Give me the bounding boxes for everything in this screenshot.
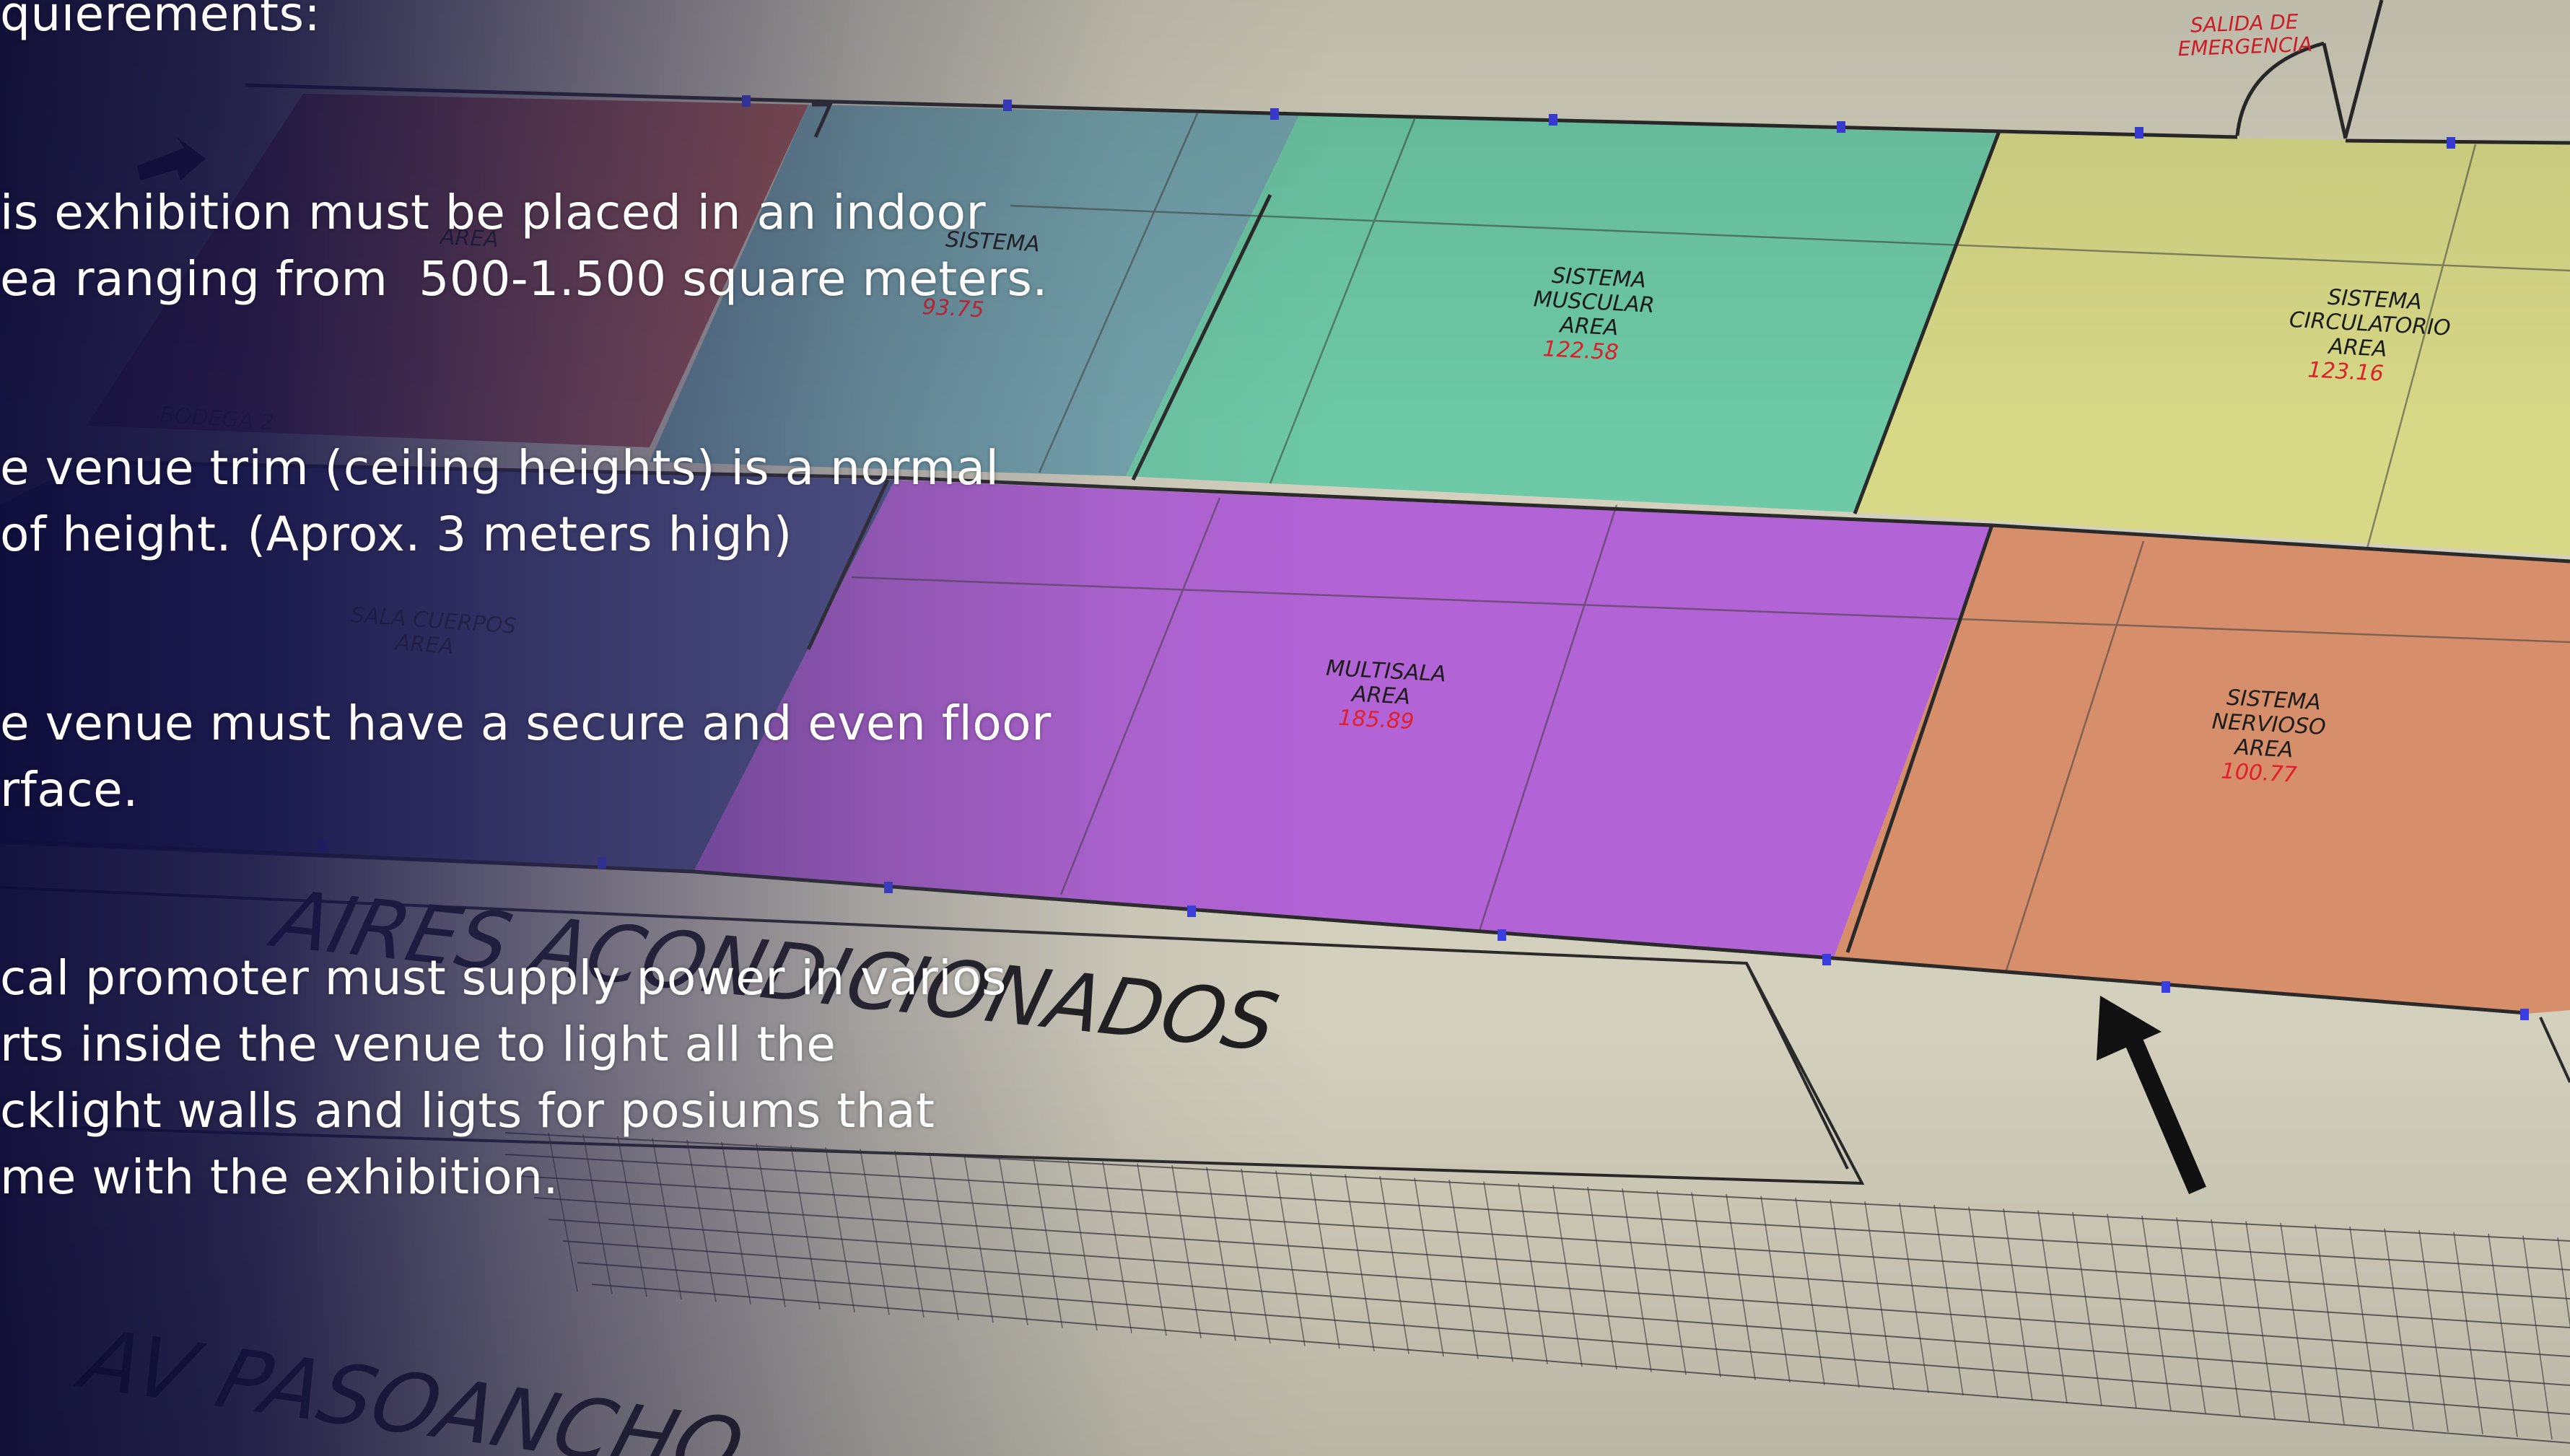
- label-circulatorio-area: 123.16: [2307, 357, 2385, 386]
- label-muscular-line3: AREA: [1558, 312, 1620, 341]
- requirement-4-line-1: cal promoter must supply power in varios: [0, 950, 1007, 1006]
- requirement-1-line-2: ea ranging from 500-1.500 square meters.: [0, 251, 1048, 307]
- requirement-1-line-1: is exhibition must be placed in an indoo…: [0, 185, 987, 240]
- requirement-item-4: cal promoter must supply power in varios…: [0, 945, 1007, 1211]
- label-sala-cuerpos-line2: AREA: [393, 630, 455, 659]
- label-nervioso-area: 100.77: [2221, 758, 2298, 787]
- label-multisala-line2: AREA: [1350, 682, 1411, 710]
- label-multisala-area: 185.89: [1338, 706, 1415, 734]
- emergency-exit-line2: EMERGENCIA: [2177, 32, 2312, 61]
- label-emergency-exit: SALIDA DE EMERGENCIA: [2177, 9, 2312, 61]
- label-circulatorio-line3: AREA: [2327, 334, 2388, 362]
- requirement-item-1: is exhibition must be placed in an indoo…: [0, 180, 1048, 312]
- requirements-heading: quierements:: [0, 0, 321, 42]
- requirement-4-line-3: cklight walls and ligts for posiums that: [0, 1083, 935, 1139]
- requirement-item-2: e venue trim (ceiling heights) is a norm…: [0, 435, 999, 568]
- requirement-3-line-1: e venue must have a secure and even floo…: [0, 696, 1052, 751]
- requirement-4-line-4: me with the exhibition.: [0, 1149, 559, 1205]
- label-muscular-area: 122.58: [1542, 336, 1620, 365]
- requirement-3-line-2: rface.: [0, 762, 139, 817]
- requirement-2-line-1: e venue trim (ceiling heights) is a norm…: [0, 440, 1000, 496]
- requirement-2-line-2: of height. (Aprox. 3 meters high): [0, 506, 792, 562]
- label-nervioso-line3: AREA: [2233, 734, 2294, 763]
- requirement-item-3: e venue must have a secure and even floo…: [0, 690, 1052, 823]
- requirement-4-line-2: rts inside the venue to light all the: [0, 1017, 836, 1072]
